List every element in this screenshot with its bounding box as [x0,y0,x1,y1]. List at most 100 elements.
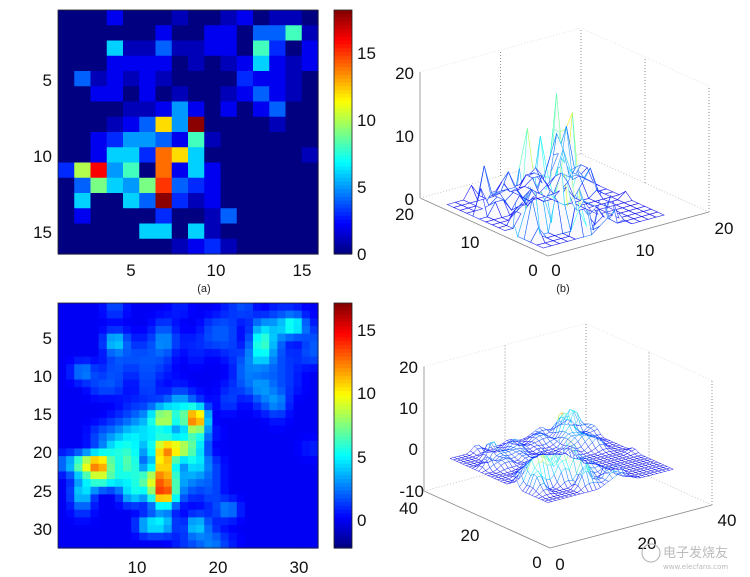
heatmap-cell [106,456,116,465]
heatmap-cell [147,540,157,549]
heatmap-cell [139,147,157,164]
heatmap-cell [90,116,108,133]
heatmap-cell [261,341,270,350]
heatmap-cell [285,86,303,103]
y-tick-label: 30 [33,520,52,539]
heatmap-cell [285,433,295,442]
heatmap-cell [244,494,254,503]
heatmap-cell [204,456,213,465]
heatmap-cell [301,348,311,358]
heatmap-cell [58,348,67,358]
heatmap-cell [244,341,254,350]
heatmap-cell [131,318,140,327]
heatmap-cell [131,402,140,411]
heatmap-cell [123,494,132,503]
heatmap-cell [90,525,100,534]
colorbar-segment [334,227,352,232]
heatmap-cell [196,509,205,518]
colorbar-a [333,9,353,255]
heatmap-cell [204,402,213,411]
heatmap-cell [106,223,124,240]
heatmap-cell [253,325,262,335]
heatmap-cell [123,333,132,342]
heatmap-cell [188,310,197,319]
heatmap-cell [293,310,303,319]
heatmap-cell [188,40,205,57]
heatmap-cell [179,310,189,319]
heatmap-cell [285,55,303,72]
heatmap-cell [131,456,140,465]
heatmap-cell [301,494,311,503]
colorbar-segment [334,97,352,103]
heatmap-cell [98,525,108,534]
heatmap-cell [269,116,287,133]
heatmap-cell [293,303,303,312]
heatmap-cell [66,303,75,312]
heatmap-cell [309,387,319,396]
heatmap-cell [220,387,230,396]
heatmap-cell [196,494,205,503]
colorbar-segment [334,337,352,342]
heatmap-cell [139,162,157,179]
heatmap-cell [147,494,157,503]
heatmap-cell [139,379,148,388]
heatmap-cell [293,509,303,518]
colorbar-segment [334,154,352,160]
heatmap-cell [196,394,205,404]
heatmap-cell [285,471,295,480]
heatmap-cell [261,379,270,388]
heatmap-cell [131,486,140,496]
heatmap-cell [74,486,83,496]
heatmap-cell [123,379,132,388]
heatmap-cell [123,509,132,518]
colorbar-segment [334,322,352,327]
heatmap-cell [228,433,238,442]
heatmap-cell [58,40,75,57]
heatmap-cell [82,333,92,342]
heatmap-cell [66,433,75,442]
heatmap-cell [163,517,173,526]
heatmap-cell [58,116,75,133]
heatmap-cell [212,440,222,450]
colorbar-segment [334,452,352,457]
colorbar-segment [334,494,352,499]
colorbar-segment [334,139,352,145]
heatmap-cell [82,479,92,488]
heatmap-cell [114,540,124,549]
colorbar-segment [334,55,352,61]
heatmap-cell [98,463,108,473]
heatmap-cell [285,208,303,225]
heatmap-cell [58,238,75,255]
heatmap-cell [58,325,67,335]
heatmap-cell [155,10,173,26]
heatmap-cell [301,356,311,365]
heatmap-cell [179,333,189,342]
heatmap-cell [204,394,213,404]
colorbar-segment [334,177,352,183]
heatmap-cell [139,456,148,465]
heatmap-cell [188,532,197,541]
heatmap-cell [253,348,262,358]
heatmap-cell [228,517,238,526]
heatmap-cell [277,394,287,404]
heatmap-cell [301,471,311,480]
heatmap-cell [220,371,230,381]
heatmap-cell [82,425,92,434]
heatmap-cell [139,387,148,396]
heatmap-cell [66,394,75,404]
colorbar-segment [334,368,352,373]
heatmap-cell [58,463,67,473]
heatmap-cell [139,433,148,442]
heatmap-cell [253,425,262,434]
heatmap-cell [98,456,108,465]
heatmap-cell [106,333,116,342]
heatmap-cell [261,387,270,396]
heatmap-cell [196,479,205,488]
axis-line [585,323,713,381]
heatmap-cell [171,25,189,42]
heatmap-cell [236,379,246,388]
heatmap-cell [261,318,270,327]
heatmap-cell [114,341,124,350]
heatmap-cell [269,417,278,427]
colorbar-segment [334,521,352,526]
